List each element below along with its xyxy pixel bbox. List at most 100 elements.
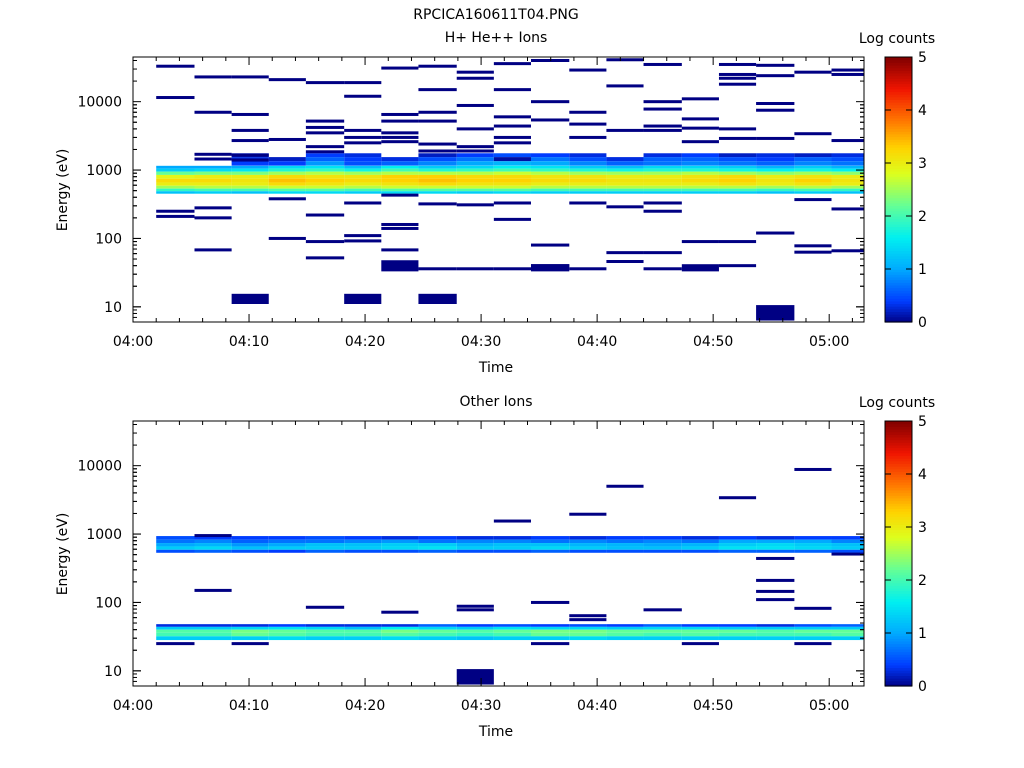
- colorbar-cell: [885, 152, 912, 156]
- x-tick-label: 04:30: [461, 334, 501, 350]
- colorbar-cell: [885, 564, 912, 568]
- colorbar-cell: [885, 476, 912, 480]
- heat-cell: [681, 161, 719, 166]
- colorbar-cell: [885, 503, 912, 507]
- heat-cell: [718, 636, 757, 641]
- colorbar-cell: [885, 524, 912, 528]
- colorbar-cell: [885, 667, 912, 671]
- heat-cell: [794, 174, 832, 179]
- count-speckle: [156, 96, 195, 100]
- count-speckle: [718, 264, 757, 268]
- y-tick-label: 1000: [86, 163, 122, 179]
- heat-cell: [231, 624, 269, 627]
- heat-cell: [493, 188, 531, 192]
- heat-cell: [681, 191, 719, 194]
- heat-cell: [681, 185, 719, 189]
- colorbar-cell: [885, 128, 912, 132]
- heat-cell: [756, 624, 795, 627]
- count-speckle: [530, 118, 570, 122]
- count-speckle: [606, 484, 644, 488]
- count-speckle: [344, 239, 382, 243]
- colorbar-cell: [885, 603, 912, 608]
- heat-cell: [231, 632, 269, 637]
- heat-cell: [493, 165, 531, 169]
- heat-cell: [756, 157, 795, 162]
- heat-cell: [831, 549, 864, 553]
- heat-cell: [831, 188, 864, 192]
- colorbar-cell: [885, 308, 912, 312]
- heat-cell: [231, 161, 269, 166]
- heat-cell: [344, 178, 382, 183]
- heat-cell: [718, 171, 757, 175]
- count-speckle: [530, 243, 570, 247]
- heat-cell: [530, 624, 570, 627]
- colorbar-cell: [885, 421, 912, 425]
- heat-cell: [418, 629, 457, 633]
- heat-cell: [493, 626, 531, 630]
- colorbar-cell: [885, 497, 912, 502]
- colorbar-cell: [885, 263, 912, 267]
- colorbar-cell: [885, 633, 912, 637]
- heat-cell: [606, 632, 644, 637]
- colorbar-cell: [885, 170, 912, 175]
- colorbar-cell: [885, 186, 912, 191]
- count-speckle: [831, 207, 864, 211]
- heat-cell: [794, 632, 832, 637]
- heat-cell: [718, 165, 757, 169]
- count-speckle: [418, 149, 457, 153]
- count-speckle: [643, 267, 682, 271]
- colorbar-cell: [885, 242, 912, 246]
- count-block: [344, 293, 382, 304]
- heat-cell: [606, 188, 644, 192]
- heat-cell: [305, 178, 345, 183]
- count-speckle: [718, 76, 757, 80]
- heat-cell: [718, 168, 757, 172]
- heat-cell: [456, 161, 494, 166]
- heat-cell: [493, 161, 531, 166]
- colorbar-cell: [885, 680, 912, 684]
- heat-cell: [418, 632, 457, 637]
- count-speckle: [268, 197, 306, 201]
- colorbar-cell: [885, 577, 912, 581]
- count-speckle: [718, 240, 757, 244]
- heat-cell: [231, 191, 269, 194]
- heat-cell: [268, 161, 306, 166]
- colorbar-cell: [885, 78, 912, 82]
- heat-cell: [305, 191, 345, 194]
- heat-cell: [268, 178, 306, 183]
- count-speckle: [381, 135, 419, 139]
- heat-cell: [418, 546, 457, 550]
- colorbar-cell: [885, 474, 912, 478]
- colorbar-cell: [885, 550, 912, 555]
- heat-cell: [530, 178, 570, 183]
- heat-cell: [756, 188, 795, 192]
- heat-cell: [831, 626, 864, 630]
- heat-cell: [756, 161, 795, 166]
- colorbar-cell: [885, 672, 912, 676]
- colorbar-cell: [885, 444, 912, 449]
- colorbar-cell: [885, 495, 912, 499]
- heat-cell: [493, 178, 531, 183]
- heat-cell: [530, 188, 570, 192]
- heat-cell: [231, 536, 269, 540]
- heat-cell: [305, 629, 345, 633]
- heat-cell: [831, 629, 864, 633]
- colorbar-cell: [885, 261, 912, 265]
- colorbar-cell: [885, 276, 912, 281]
- heat-cell: [794, 626, 832, 630]
- heat-cell: [530, 191, 570, 194]
- heat-cell: [681, 624, 719, 627]
- heat-cell: [156, 191, 195, 194]
- heat-cell: [456, 629, 494, 633]
- y-axis-label: Energy (eV): [55, 513, 71, 596]
- count-speckle: [643, 251, 682, 255]
- heat-cell: [194, 178, 232, 183]
- heat-cell: [456, 165, 494, 169]
- colorbar-tick-label: 0: [918, 679, 927, 695]
- heat-cell: [643, 636, 682, 641]
- heat-cell: [268, 546, 306, 550]
- colorbar-cell: [885, 656, 912, 661]
- heat-cell: [305, 632, 345, 637]
- colorbar-cell: [885, 675, 912, 679]
- colorbar-cell: [885, 208, 912, 212]
